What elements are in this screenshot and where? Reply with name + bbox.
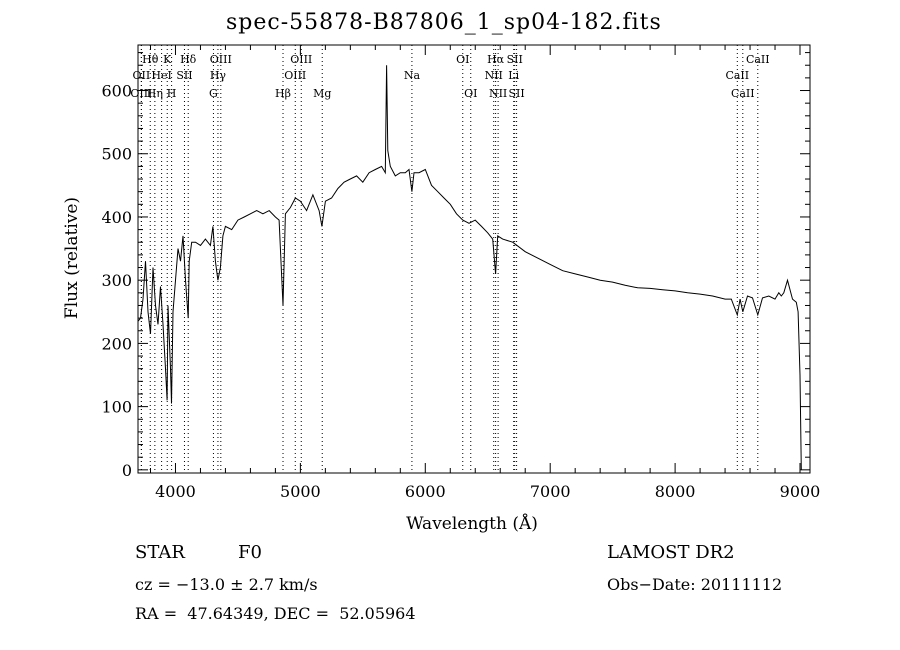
marker-label-6: SII [176,69,192,82]
x-tick-label: 9000 [780,482,821,501]
line-markers [140,45,759,473]
y-axis-label: Flux (relative) [62,197,82,319]
marker-label-20: SII [507,53,523,66]
marker-label-17: OI [456,53,469,66]
marker-label-21: NII [485,69,503,82]
y-tick-label: 100 [101,398,132,417]
marker-label-0: Hθ [142,53,159,66]
y-tick-label: 300 [101,271,132,290]
marker-label-25: CaII [746,53,770,66]
y-tick-label: 400 [101,208,132,227]
plot-frame [137,44,811,474]
y-tick-label: 500 [101,145,132,164]
marker-label-1: OII [133,69,151,82]
marker-label-3: Hη [147,87,163,100]
marker-label-10: Hγ [210,69,227,82]
redshift-cz: cz = −13.0 ± 2.7 km/s [135,575,318,594]
x-tick-label: 4000 [155,482,196,501]
y-tick-label: 600 [101,82,132,101]
marker-label-15: Mg [313,87,331,100]
y-axis: 0 100 200 300 400 500 600 [101,52,810,480]
marker-label-18: OI [464,87,477,100]
spectrum-line [137,65,802,470]
marker-label-14: OIII [284,69,306,82]
x-axis: 4000 5000 6000 7000 8000 9000 [149,45,821,501]
y-tick-label: 200 [101,334,132,353]
x-tick-label: 7000 [530,482,571,501]
marker-label-4: K [163,53,172,66]
object-subclass: F0 [238,542,262,563]
marker-label-16: Na [404,69,421,82]
marker-label-12: Hβ [275,87,291,100]
marker-label-22: Li [508,69,519,82]
marker-label-24: SII [508,87,524,100]
x-tick-label: 8000 [655,482,696,501]
coordinates: RA = 47.64349, DEC = 52.05964 [135,604,416,623]
marker-label-13: OIII [290,53,312,66]
marker-label-5: HeI [151,69,171,82]
x-tick-label: 6000 [405,482,446,501]
marker-label-26: CaII [725,69,749,82]
marker-label-8: Hδ [180,53,197,66]
marker-label-7: H [167,87,177,100]
x-tick-label: 5000 [280,482,321,501]
marker-label-11: G [209,87,218,100]
x-axis-label: Wavelength (Å) [406,513,538,534]
chart-title: spec-55878-B87806_1_sp04-182.fits [226,10,662,35]
obs-date: Obs−Date: 20111112 [607,575,783,594]
marker-label-27: CaII [731,87,755,100]
y-tick-label: 0 [122,461,132,480]
survey-name: LAMOST DR2 [607,542,735,563]
marker-label-19: Hα [487,53,505,66]
marker-label-9: OIII [210,53,232,66]
marker-label-23: NII [489,87,507,100]
object-class: STAR [135,542,185,563]
